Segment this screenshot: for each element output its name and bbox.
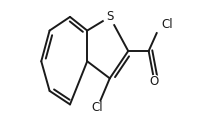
Text: S: S xyxy=(106,10,114,23)
Text: O: O xyxy=(150,75,159,88)
Text: Cl: Cl xyxy=(162,18,173,31)
Text: Cl: Cl xyxy=(91,101,103,114)
